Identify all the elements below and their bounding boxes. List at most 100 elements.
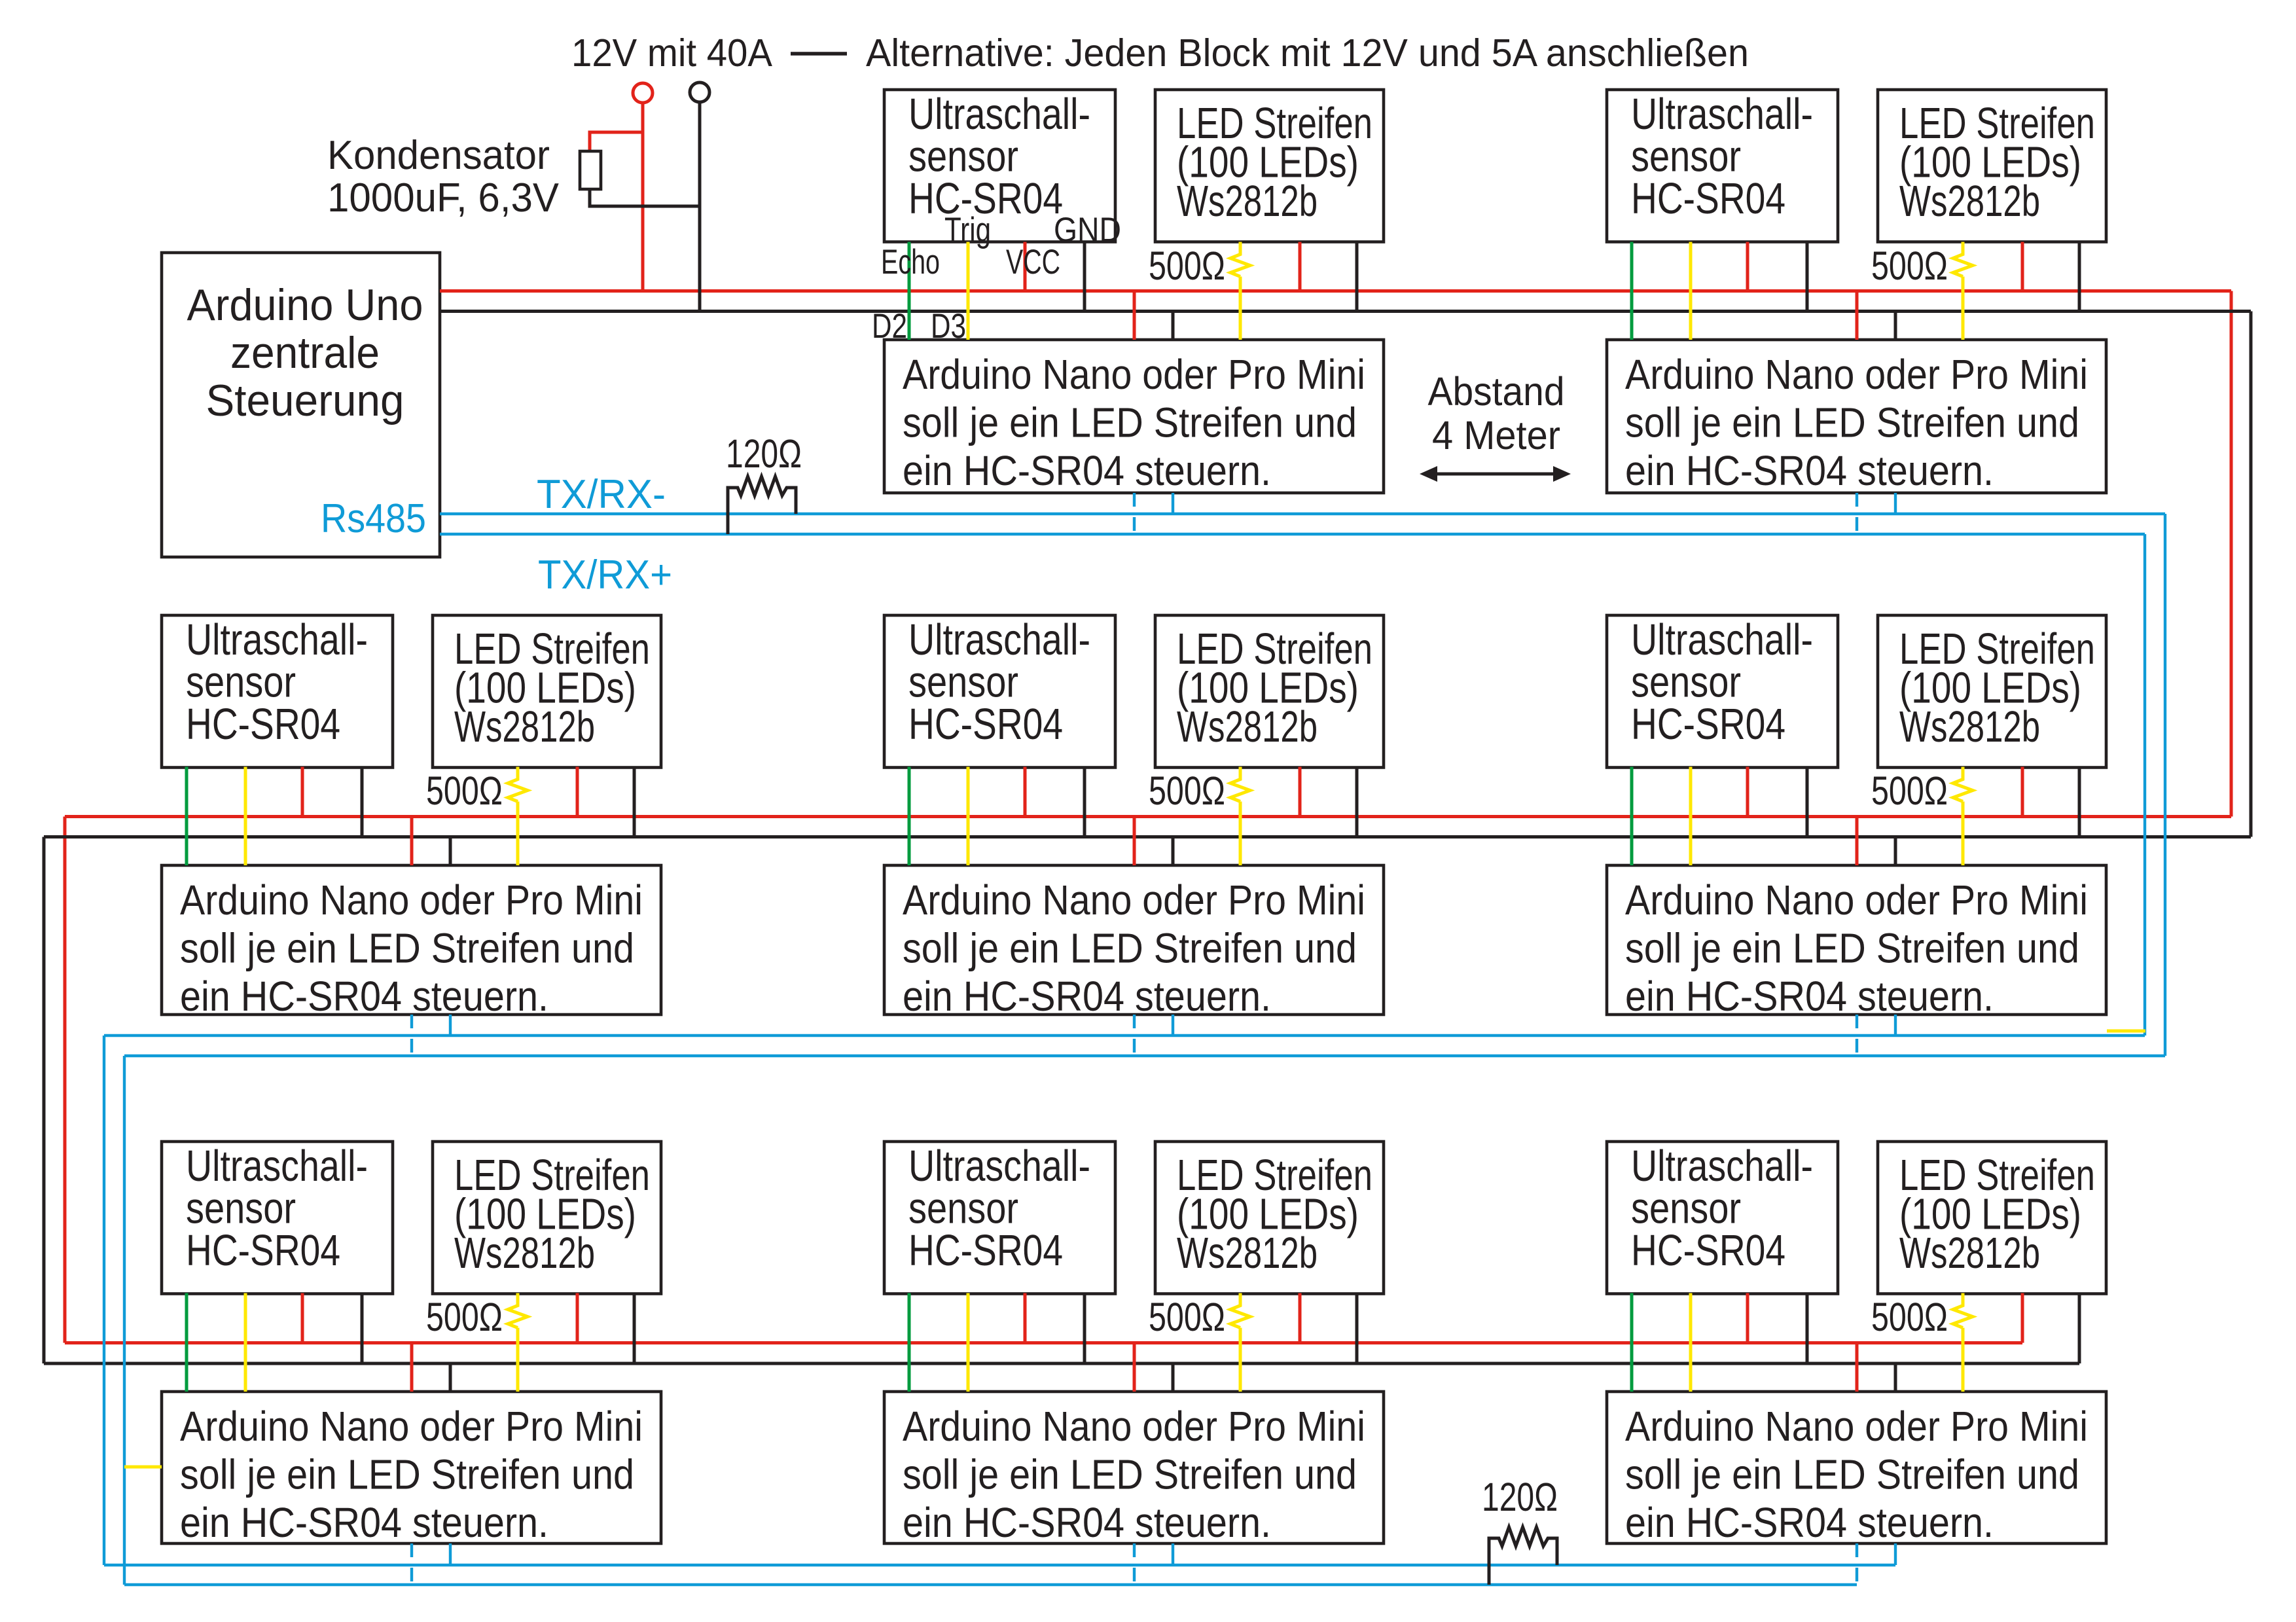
- svg-text:120Ω: 120Ω: [1482, 1475, 1558, 1519]
- svg-text:soll je ein LED Streifen und: soll je ein LED Streifen und: [180, 1451, 634, 1498]
- svg-text:120Ω: 120Ω: [726, 431, 802, 476]
- svg-text:Arduino Nano oder Pro Mini: Arduino Nano oder Pro Mini: [1625, 876, 2088, 924]
- svg-text:12V mit 40A: 12V mit 40A: [571, 31, 772, 75]
- svg-text:LED Streifen: LED Streifen: [1177, 99, 1372, 148]
- svg-text:sensor: sensor: [1631, 133, 1741, 181]
- svg-text:Arduino Nano oder Pro Mini: Arduino Nano oder Pro Mini: [903, 1403, 1365, 1450]
- svg-text:soll je ein LED Streifen und: soll je ein LED Streifen und: [1625, 1451, 2079, 1498]
- svg-text:sensor: sensor: [908, 658, 1018, 707]
- svg-text:HC-SR04: HC-SR04: [908, 1227, 1063, 1275]
- svg-text:Ultraschall-: Ultraschall-: [186, 1142, 368, 1191]
- svg-text:VCC: VCC: [1006, 243, 1060, 281]
- svg-text:Alternative: Jeden Block mit 1: Alternative: Jeden Block mit 12V und 5A …: [866, 31, 1749, 75]
- svg-text:Kondensator: Kondensator: [327, 133, 550, 178]
- svg-text:LED Streifen: LED Streifen: [1899, 625, 2095, 674]
- svg-text:500Ω: 500Ω: [426, 1295, 503, 1339]
- svg-text:Abstand: Abstand: [1428, 369, 1565, 414]
- svg-text:TX/RX-: TX/RX-: [537, 472, 666, 517]
- svg-text:Arduino Nano oder Pro Mini: Arduino Nano oder Pro Mini: [180, 1403, 643, 1450]
- svg-text:GND: GND: [1054, 211, 1121, 249]
- svg-text:sensor: sensor: [908, 1185, 1018, 1233]
- svg-text:ein HC-SR04 steuern.: ein HC-SR04 steuern.: [180, 973, 548, 1020]
- svg-text:ein HC-SR04 steuern.: ein HC-SR04 steuern.: [1625, 447, 1994, 494]
- svg-text:soll je ein LED Streifen und: soll je ein LED Streifen und: [903, 925, 1357, 972]
- svg-text:500Ω: 500Ω: [1871, 768, 1948, 813]
- svg-text:D3: D3: [931, 307, 966, 346]
- svg-text:Ultraschall-: Ultraschall-: [186, 616, 368, 664]
- svg-text:Trig: Trig: [944, 211, 991, 249]
- svg-text:HC-SR04: HC-SR04: [186, 1227, 340, 1275]
- svg-text:Ultraschall-: Ultraschall-: [1631, 1142, 1813, 1191]
- svg-text:Ws2812b: Ws2812b: [1177, 703, 1318, 751]
- svg-text:TX/RX+: TX/RX+: [538, 552, 672, 598]
- svg-text:LED Streifen: LED Streifen: [454, 625, 650, 674]
- svg-text:500Ω: 500Ω: [1871, 243, 1948, 288]
- svg-text:(100 LEDs): (100 LEDs): [1177, 1191, 1359, 1239]
- svg-text:soll je ein LED Streifen und: soll je ein LED Streifen und: [1625, 399, 2079, 446]
- svg-text:Arduino Nano oder Pro Mini: Arduino Nano oder Pro Mini: [180, 876, 643, 924]
- svg-text:soll je ein LED Streifen und: soll je ein LED Streifen und: [903, 399, 1357, 446]
- svg-text:(100 LEDs): (100 LEDs): [1899, 664, 2081, 713]
- svg-text:HC-SR04: HC-SR04: [908, 175, 1063, 223]
- svg-text:LED Streifen: LED Streifen: [1177, 625, 1372, 674]
- svg-text:500Ω: 500Ω: [426, 768, 503, 813]
- svg-text:500Ω: 500Ω: [1149, 768, 1225, 813]
- svg-text:Ws2812b: Ws2812b: [1899, 703, 2040, 751]
- svg-text:Arduino Nano oder Pro Mini: Arduino Nano oder Pro Mini: [1625, 351, 2088, 398]
- svg-text:Arduino Nano oder Pro Mini: Arduino Nano oder Pro Mini: [1625, 1403, 2088, 1450]
- svg-text:HC-SR04: HC-SR04: [186, 700, 340, 749]
- svg-text:Ultraschall-: Ultraschall-: [908, 90, 1090, 139]
- svg-text:Ws2812b: Ws2812b: [1177, 1229, 1318, 1278]
- svg-text:LED Streifen: LED Streifen: [454, 1151, 650, 1200]
- svg-text:Arduino Uno: Arduino Uno: [187, 280, 423, 330]
- svg-text:soll je ein LED Streifen und: soll je ein LED Streifen und: [1625, 925, 2079, 972]
- svg-text:Rs485: Rs485: [321, 496, 426, 541]
- svg-text:Ws2812b: Ws2812b: [454, 703, 595, 751]
- svg-text:sensor: sensor: [186, 1185, 296, 1233]
- svg-text:500Ω: 500Ω: [1871, 1295, 1948, 1339]
- svg-text:ein HC-SR04 steuern.: ein HC-SR04 steuern.: [903, 1499, 1271, 1546]
- svg-text:ein HC-SR04 steuern.: ein HC-SR04 steuern.: [1625, 1499, 1994, 1546]
- svg-text:D2: D2: [872, 307, 907, 346]
- svg-text:ein HC-SR04 steuern.: ein HC-SR04 steuern.: [1625, 973, 1994, 1020]
- svg-text:HC-SR04: HC-SR04: [1631, 700, 1785, 749]
- svg-text:LED Streifen: LED Streifen: [1899, 1151, 2095, 1200]
- svg-text:Arduino Nano oder Pro Mini: Arduino Nano oder Pro Mini: [903, 351, 1365, 398]
- svg-text:(100 LEDs): (100 LEDs): [1177, 139, 1359, 187]
- svg-text:ein HC-SR04 steuern.: ein HC-SR04 steuern.: [903, 973, 1271, 1020]
- svg-text:soll je ein LED Streifen und: soll je ein LED Streifen und: [903, 1451, 1357, 1498]
- svg-text:Ultraschall-: Ultraschall-: [908, 616, 1090, 664]
- svg-text:500Ω: 500Ω: [1149, 1295, 1225, 1339]
- svg-text:1000uF, 6,3V: 1000uF, 6,3V: [327, 175, 560, 221]
- svg-text:ein HC-SR04 steuern.: ein HC-SR04 steuern.: [903, 447, 1271, 494]
- svg-text:Ws2812b: Ws2812b: [1177, 177, 1318, 226]
- svg-text:Ultraschall-: Ultraschall-: [1631, 90, 1813, 139]
- svg-text:Echo: Echo: [881, 243, 940, 281]
- svg-text:HC-SR04: HC-SR04: [908, 700, 1063, 749]
- svg-text:ein HC-SR04 steuern.: ein HC-SR04 steuern.: [180, 1499, 548, 1546]
- svg-text:(100 LEDs): (100 LEDs): [454, 664, 636, 713]
- svg-text:Ws2812b: Ws2812b: [1899, 177, 2040, 226]
- svg-text:Arduino Nano oder Pro Mini: Arduino Nano oder Pro Mini: [903, 876, 1365, 924]
- svg-text:sensor: sensor: [1631, 658, 1741, 707]
- svg-text:Ultraschall-: Ultraschall-: [1631, 616, 1813, 664]
- svg-text:LED Streifen: LED Streifen: [1899, 99, 2095, 148]
- svg-text:zentrale: zentrale: [230, 328, 380, 378]
- svg-text:HC-SR04: HC-SR04: [1631, 175, 1785, 223]
- svg-text:sensor: sensor: [908, 133, 1018, 181]
- svg-text:Ws2812b: Ws2812b: [454, 1229, 595, 1278]
- svg-text:sensor: sensor: [186, 658, 296, 707]
- svg-text:(100 LEDs): (100 LEDs): [1899, 1191, 2081, 1239]
- svg-text:Ws2812b: Ws2812b: [1899, 1229, 2040, 1278]
- svg-text:Ultraschall-: Ultraschall-: [908, 1142, 1090, 1191]
- svg-text:4 Meter: 4 Meter: [1432, 413, 1560, 458]
- svg-text:(100 LEDs): (100 LEDs): [454, 1191, 636, 1239]
- svg-text:HC-SR04: HC-SR04: [1631, 1227, 1785, 1275]
- svg-text:(100 LEDs): (100 LEDs): [1177, 664, 1359, 713]
- svg-text:(100 LEDs): (100 LEDs): [1899, 139, 2081, 187]
- svg-text:LED Streifen: LED Streifen: [1177, 1151, 1372, 1200]
- svg-text:sensor: sensor: [1631, 1185, 1741, 1233]
- svg-text:500Ω: 500Ω: [1149, 243, 1225, 288]
- svg-text:Steuerung: Steuerung: [206, 376, 404, 425]
- svg-text:soll je ein LED Streifen und: soll je ein LED Streifen und: [180, 925, 634, 972]
